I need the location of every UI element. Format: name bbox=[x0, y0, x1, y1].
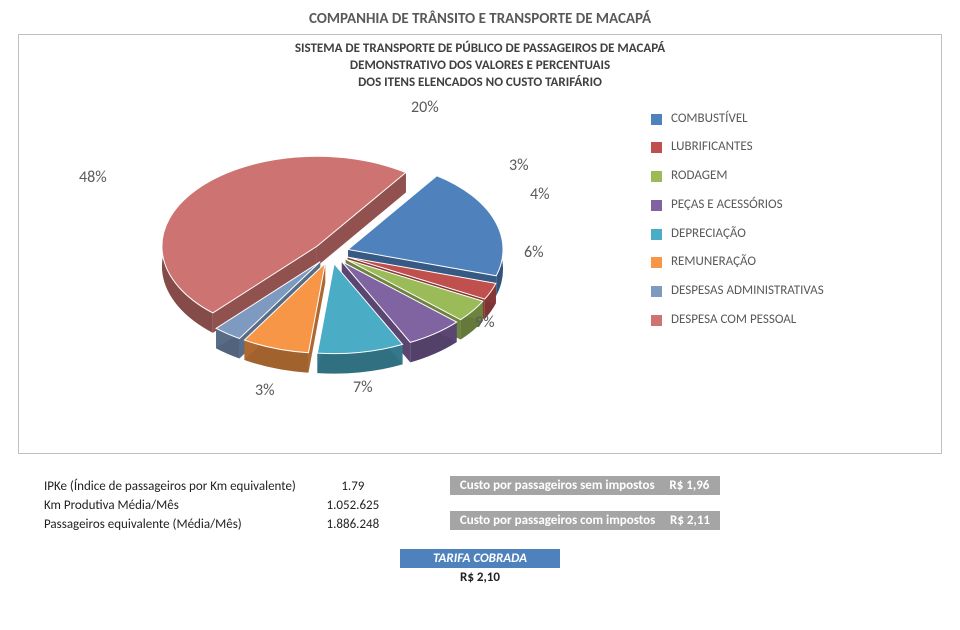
pct-label-20: 20% bbox=[411, 98, 439, 117]
subtitle-line-1: SISTEMA DE TRANSPORTE DE PÚBLICO DE PASS… bbox=[295, 41, 665, 56]
legend-item: PEÇAS E ACESSÓRIOS bbox=[651, 194, 824, 217]
pct-label-3a: 3% bbox=[509, 156, 529, 175]
legend-swatch bbox=[651, 315, 662, 326]
legend-label: COMBUSTÍVEL bbox=[671, 108, 748, 131]
legend-label: REMUNERAÇÃO bbox=[671, 251, 756, 274]
pct-label-4: 4% bbox=[530, 185, 550, 204]
pass-label: Passageiros equivalente (Média/Mês) bbox=[20, 516, 306, 533]
legend: COMBUSTÍVEL LUBRIFICANTES RODAGEM PEÇAS E A… bbox=[651, 108, 824, 338]
chart-area: 20% 3% 4% 6% 9% 7% 3% 48% COMBUSTÍVEL LUB… bbox=[31, 98, 929, 428]
tarifa-header: TARIFA COBRADA bbox=[400, 549, 560, 568]
subtitle-line-2: DEMONSTRATIVO DOS VALORES E PERCENTUAIS bbox=[350, 58, 610, 73]
legend-swatch bbox=[651, 286, 662, 297]
chart-subtitle: SISTEMA DE TRANSPORTE DE PÚBLICO DE PASS… bbox=[31, 41, 929, 92]
ipke-label: IPKe (Índice de passageiros por Km equiv… bbox=[20, 478, 306, 495]
legend-label: DESPESA COM PESSOAL bbox=[671, 309, 796, 332]
chart-container: SISTEMA DE TRANSPORTE DE PÚBLICO DE PASS… bbox=[18, 34, 942, 454]
legend-label: PEÇAS E ACESSÓRIOS bbox=[671, 194, 783, 217]
kmprod-label: Km Produtiva Média/Mês bbox=[20, 497, 306, 514]
custo-sem-value: R$ 1,96 bbox=[669, 478, 709, 493]
pct-label-3b: 3% bbox=[255, 381, 275, 400]
legend-label: LUBRIFICANTES bbox=[671, 136, 753, 159]
legend-swatch bbox=[651, 142, 662, 153]
custo-sem-row: Custo por passageiros sem impostos R$ 1,… bbox=[450, 476, 720, 495]
custo-com-value: R$ 2,11 bbox=[670, 513, 710, 528]
legend-item: LUBRIFICANTES bbox=[651, 136, 824, 159]
tarifa-value: R$ 2,10 bbox=[400, 568, 560, 585]
legend-swatch bbox=[651, 200, 662, 211]
tarifa-box: TARIFA COBRADA R$ 2,10 bbox=[400, 549, 560, 585]
pass-value: 1.886.248 bbox=[308, 516, 408, 533]
subtitle-line-3: DOS ITENS ELENCADOS NO CUSTO TARIFÁRIO bbox=[358, 75, 602, 90]
left-metrics-table: IPKe (Índice de passageiros por Km equiv… bbox=[18, 476, 410, 535]
legend-item: RODAGEM bbox=[651, 165, 824, 188]
custo-com-label: Custo por passageiros com impostos bbox=[460, 513, 655, 528]
kmprod-value: 1.052.625 bbox=[308, 497, 408, 514]
legend-item: COMBUSTÍVEL bbox=[651, 108, 824, 131]
legend-item: DEPRECIAÇÃO bbox=[651, 223, 824, 246]
pie-chart bbox=[31, 98, 631, 428]
legend-label: DEPRECIAÇÃO bbox=[671, 223, 746, 246]
ipke-value: 1.79 bbox=[308, 478, 408, 495]
legend-swatch bbox=[651, 257, 662, 268]
page-title: COMPANHIA DE TRÂNSITO E TRANSPORTE DE MA… bbox=[0, 10, 960, 28]
pct-label-7: 7% bbox=[353, 378, 373, 397]
pct-label-48: 48% bbox=[79, 168, 107, 187]
legend-item: DESPESAS ADMINISTRATIVAS bbox=[651, 280, 824, 303]
custo-sem-label: Custo por passageiros sem impostos bbox=[460, 478, 655, 493]
bottom-info: IPKe (Índice de passageiros por Km equiv… bbox=[18, 476, 942, 585]
legend-item: REMUNERAÇÃO bbox=[651, 251, 824, 274]
legend-label: DESPESAS ADMINISTRATIVAS bbox=[671, 280, 824, 303]
pct-label-9: 9% bbox=[475, 313, 495, 332]
pct-label-6: 6% bbox=[524, 243, 544, 262]
legend-label: RODAGEM bbox=[671, 165, 727, 188]
legend-swatch bbox=[651, 229, 662, 240]
legend-swatch bbox=[651, 171, 662, 182]
custo-com-row: Custo por passageiros com impostos R$ 2,… bbox=[450, 511, 720, 530]
legend-swatch bbox=[651, 114, 662, 125]
legend-item: DESPESA COM PESSOAL bbox=[651, 309, 824, 332]
